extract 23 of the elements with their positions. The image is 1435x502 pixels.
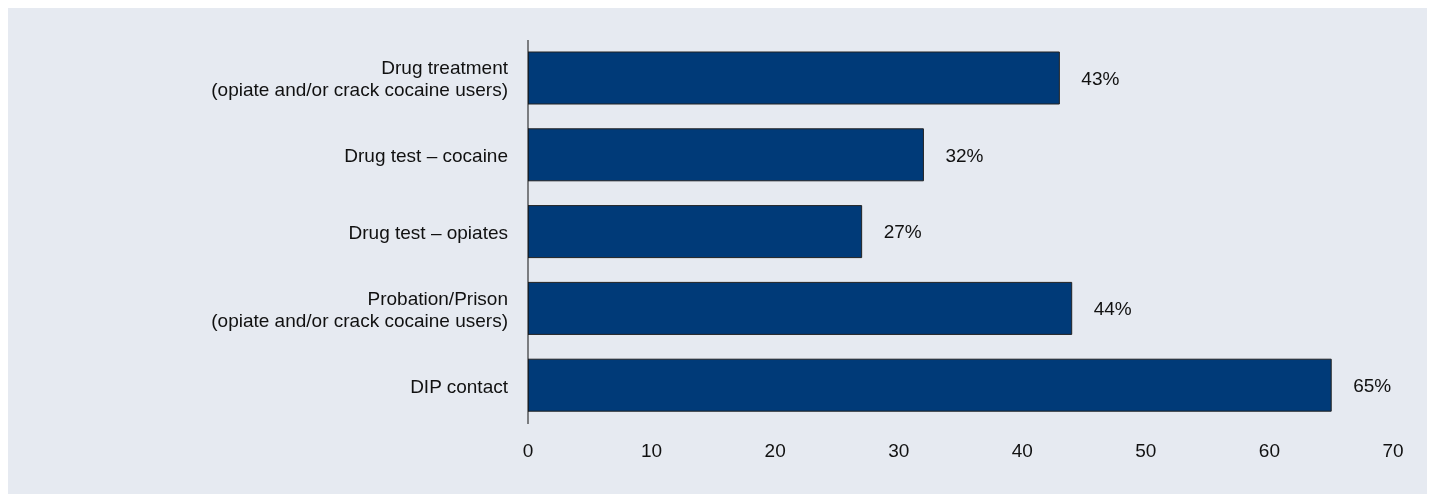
y-tick-label: DIP contact <box>410 375 509 397</box>
x-tick-label: 70 <box>1382 440 1404 462</box>
y-tick-label: Probation/Prison (opiate and/or crack cocaine users) <box>211 287 508 331</box>
bar <box>528 281 1073 335</box>
y-tick-label: Drug test – cocaine <box>344 144 508 166</box>
data-label: 27% <box>883 221 922 243</box>
x-tick-label: 60 <box>1258 440 1280 462</box>
x-tick-label: 50 <box>1135 440 1157 462</box>
x-tick-label: 10 <box>641 440 663 462</box>
data-label: 44% <box>1093 298 1132 320</box>
x-tick-label: 0 <box>522 440 534 462</box>
y-tick-label: Drug test – opiates <box>348 221 508 243</box>
bar <box>528 358 1332 412</box>
data-label: 65% <box>1353 374 1392 396</box>
y-tick-label: Drug treatment (opiate and/or crack cocaine users) <box>211 56 509 100</box>
data-label: 32% <box>945 144 984 166</box>
x-tick-label: 20 <box>764 440 786 462</box>
data-label: 43% <box>1081 67 1120 89</box>
bar <box>528 51 1060 105</box>
x-tick-label: 40 <box>1011 440 1033 462</box>
x-tick-label: 30 <box>888 440 910 462</box>
bar <box>528 128 924 182</box>
bar <box>528 205 863 259</box>
